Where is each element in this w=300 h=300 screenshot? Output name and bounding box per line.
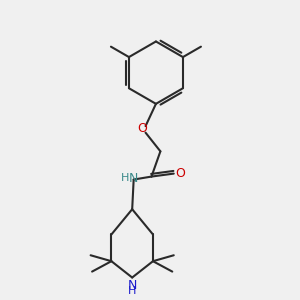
Text: H: H [121, 173, 130, 183]
Text: O: O [175, 167, 185, 180]
Text: H: H [128, 286, 136, 296]
Text: O: O [137, 122, 147, 135]
Text: N: N [128, 279, 137, 292]
Text: N: N [128, 172, 138, 184]
